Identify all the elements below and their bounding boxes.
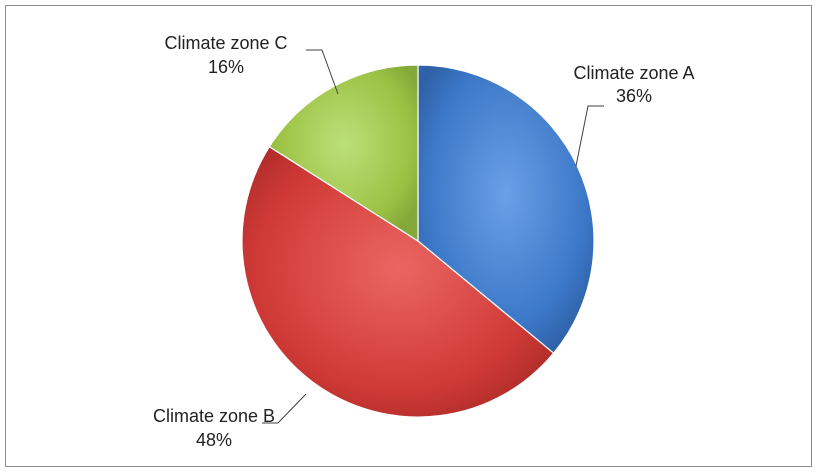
slice-climate-zone-b [241,145,555,418]
slice-label-a-name: Climate zone A [573,63,694,83]
leader-line-a [575,105,604,167]
slice-label-c-percent: 16% [208,57,244,77]
slice-climate-zone-c [268,64,419,243]
slice-label-b-percent: 48% [196,430,232,450]
leader-line-b [262,393,307,424]
pie-chart: Climate zone A 36% Climate zone B 48% Cl… [153,33,695,450]
slice-label-b-name: Climate zone B [153,406,275,426]
slice-label-a-percent: 36% [616,86,652,106]
slice-climate-zone-a [417,64,595,355]
chart-frame: Climate zone A 36% Climate zone B 48% Cl… [5,5,812,467]
slice-label-c-name: Climate zone C [164,33,287,53]
leader-line-c [306,49,339,95]
